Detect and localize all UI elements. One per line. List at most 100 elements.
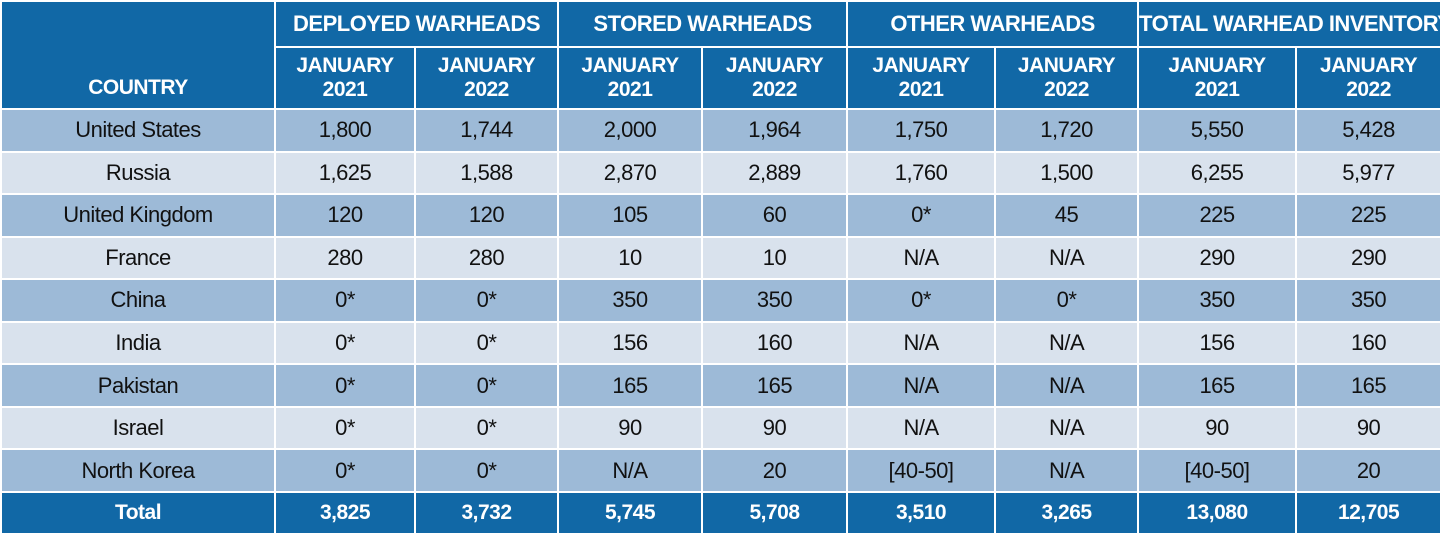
column-header-line: 2022 bbox=[752, 78, 797, 101]
column-header-line: 2022 bbox=[1346, 78, 1391, 101]
value-cell-other-2021: N/A bbox=[846, 320, 997, 366]
total-value-cell-other-2022: 3,265 bbox=[994, 491, 1140, 535]
total-value-cell-total-2021: 13,080 bbox=[1137, 491, 1298, 535]
value-cell-other-2022: N/A bbox=[994, 363, 1140, 408]
value-cell-total-2022: 225 bbox=[1295, 193, 1440, 238]
total-value-cell-total-2022: 12,705 bbox=[1295, 491, 1440, 535]
value-cell-other-2021: [40-50] bbox=[846, 448, 997, 493]
country-cell: Pakistan bbox=[0, 363, 276, 408]
value-cell-other-2022: 1,720 bbox=[994, 108, 1140, 153]
group-header-deployed: DEPLOYED WARHEADS bbox=[273, 0, 560, 48]
table-row: North Korea 0* 0* N/A 20 [40-50] N/A [40-50] 20 bbox=[0, 448, 1440, 493]
value-cell-stored-2022: 160 bbox=[701, 320, 849, 366]
value-cell-stored-2021: 2,870 bbox=[557, 150, 704, 196]
value-cell-stored-2021: 2,000 bbox=[557, 108, 704, 153]
total-value-cell-other-2021: 3,510 bbox=[846, 491, 997, 535]
value-cell-other-2021: 0* bbox=[846, 193, 997, 238]
value-cell-stored-2022: 10 bbox=[701, 235, 849, 281]
country-cell: Russia bbox=[0, 150, 276, 196]
value-cell-other-2022: 45 bbox=[994, 193, 1140, 238]
column-header-other-jan-2022: JANUARY 2022 bbox=[994, 46, 1140, 110]
column-header-total-jan-2022: JANUARY 2022 bbox=[1295, 46, 1440, 110]
country-cell: India bbox=[0, 320, 276, 366]
column-header-other-jan-2021: JANUARY 2021 bbox=[846, 46, 997, 110]
value-cell-total-2022: 20 bbox=[1295, 448, 1440, 493]
country-cell: France bbox=[0, 235, 276, 281]
value-cell-stored-2021: 350 bbox=[557, 278, 704, 323]
column-header-stored-jan-2021: JANUARY 2021 bbox=[557, 46, 704, 110]
value-cell-deployed-2021: 280 bbox=[274, 235, 416, 281]
value-cell-stored-2021: N/A bbox=[557, 448, 704, 493]
column-header-line: JANUARY bbox=[437, 54, 536, 77]
table-row: United Kingdom 120 120 105 60 0* 45 225 225 bbox=[0, 193, 1440, 238]
table-row: United States 1,800 1,744 2,000 1,964 1,750 1,… bbox=[0, 108, 1440, 153]
value-cell-stored-2022: 165 bbox=[701, 363, 849, 408]
value-cell-other-2022: 0* bbox=[994, 278, 1140, 323]
column-header-deployed-jan-2021: JANUARY 2021 bbox=[274, 46, 416, 110]
value-cell-deployed-2022: 0* bbox=[413, 363, 560, 408]
value-cell-deployed-2021: 120 bbox=[274, 193, 416, 238]
value-cell-other-2021: 1,760 bbox=[846, 150, 997, 196]
value-cell-stored-2022: 20 bbox=[701, 448, 849, 493]
value-cell-total-2022: 350 bbox=[1295, 278, 1440, 323]
value-cell-stored-2022: 90 bbox=[701, 405, 849, 451]
country-column-header: COUNTRY bbox=[0, 0, 276, 110]
value-cell-deployed-2021: 1,625 bbox=[274, 150, 416, 196]
value-cell-deployed-2021: 1,800 bbox=[274, 108, 416, 153]
value-cell-stored-2021: 105 bbox=[557, 193, 704, 238]
value-cell-total-2022: 160 bbox=[1295, 320, 1440, 366]
value-cell-other-2022: N/A bbox=[994, 320, 1140, 366]
value-cell-total-2021: 290 bbox=[1137, 235, 1298, 281]
value-cell-total-2021: 6,255 bbox=[1137, 150, 1298, 196]
value-cell-total-2022: 90 bbox=[1295, 405, 1440, 451]
value-cell-total-2021: 225 bbox=[1137, 193, 1298, 238]
value-cell-stored-2021: 165 bbox=[557, 363, 704, 408]
table-row: France 280 280 10 10 N/A N/A 290 290 bbox=[0, 235, 1440, 281]
value-cell-stored-2022: 2,889 bbox=[701, 150, 849, 196]
group-header-row: COUNTRY DEPLOYED WARHEADS STORED WARHEAD… bbox=[0, 0, 1440, 110]
table-header: COUNTRY DEPLOYED WARHEADS STORED WARHEAD… bbox=[0, 0, 1440, 110]
subcolumn-header-row: JANUARY 2021 JANUARY 2022 JANUARY 2021 JANUARY… bbox=[1, 46, 1440, 110]
value-cell-stored-2022: 350 bbox=[701, 278, 849, 323]
value-cell-total-2021: [40-50] bbox=[1137, 448, 1298, 493]
column-header-line: JANUARY bbox=[296, 54, 394, 77]
column-header-total-jan-2021: JANUARY 2021 bbox=[1137, 46, 1298, 110]
country-cell: United Kingdom bbox=[0, 193, 276, 238]
value-cell-total-2021: 165 bbox=[1137, 363, 1298, 408]
column-header-line: 2021 bbox=[1194, 78, 1240, 101]
group-header-other: OTHER WARHEADS bbox=[846, 0, 1140, 48]
column-header-line: JANUARY bbox=[1168, 54, 1266, 77]
value-cell-deployed-2021: 0* bbox=[274, 405, 416, 451]
column-header-line: JANUARY bbox=[1319, 54, 1418, 77]
country-cell: Israel bbox=[0, 405, 276, 451]
column-header-line: 2021 bbox=[607, 78, 653, 101]
value-cell-deployed-2022: 0* bbox=[413, 405, 560, 451]
value-cell-deployed-2021: 0* bbox=[274, 320, 416, 366]
total-value-cell-deployed-2021: 3,825 bbox=[274, 491, 416, 535]
value-cell-total-2021: 5,550 bbox=[1137, 108, 1298, 153]
country-cell: China bbox=[0, 278, 276, 323]
value-cell-total-2021: 156 bbox=[1137, 320, 1298, 366]
column-header-line: JANUARY bbox=[1017, 54, 1116, 77]
value-cell-total-2022: 290 bbox=[1295, 235, 1440, 281]
value-cell-deployed-2021: 0* bbox=[274, 278, 416, 323]
value-cell-total-2022: 5,428 bbox=[1295, 108, 1440, 153]
table-row: Israel 0* 0* 90 90 N/A N/A 90 90 bbox=[0, 405, 1440, 451]
column-header-line: JANUARY bbox=[872, 54, 970, 77]
table-row: Russia 1,625 1,588 2,870 2,889 1,760 1,500 6,25… bbox=[0, 150, 1440, 196]
table-row: China 0* 0* 350 350 0* 0* 350 350 bbox=[0, 278, 1440, 323]
table-row: India 0* 0* 156 160 N/A N/A 156 160 bbox=[0, 320, 1440, 366]
value-cell-total-2021: 90 bbox=[1137, 405, 1298, 451]
value-cell-other-2022: 1,500 bbox=[994, 150, 1140, 196]
table-row: Pakistan 0* 0* 165 165 N/A N/A 165 165 bbox=[0, 363, 1440, 408]
value-cell-deployed-2022: 1,588 bbox=[413, 150, 560, 196]
table-body: United States 1,800 1,744 2,000 1,964 1,750 1,… bbox=[0, 108, 1440, 493]
column-header-line: 2021 bbox=[898, 78, 944, 101]
total-value-cell-stored-2022: 5,708 bbox=[701, 491, 849, 535]
value-cell-total-2022: 165 bbox=[1295, 363, 1440, 408]
value-cell-deployed-2021: 0* bbox=[274, 363, 416, 408]
value-cell-deployed-2022: 0* bbox=[413, 320, 560, 366]
value-cell-deployed-2022: 120 bbox=[413, 193, 560, 238]
value-cell-total-2021: 350 bbox=[1137, 278, 1298, 323]
